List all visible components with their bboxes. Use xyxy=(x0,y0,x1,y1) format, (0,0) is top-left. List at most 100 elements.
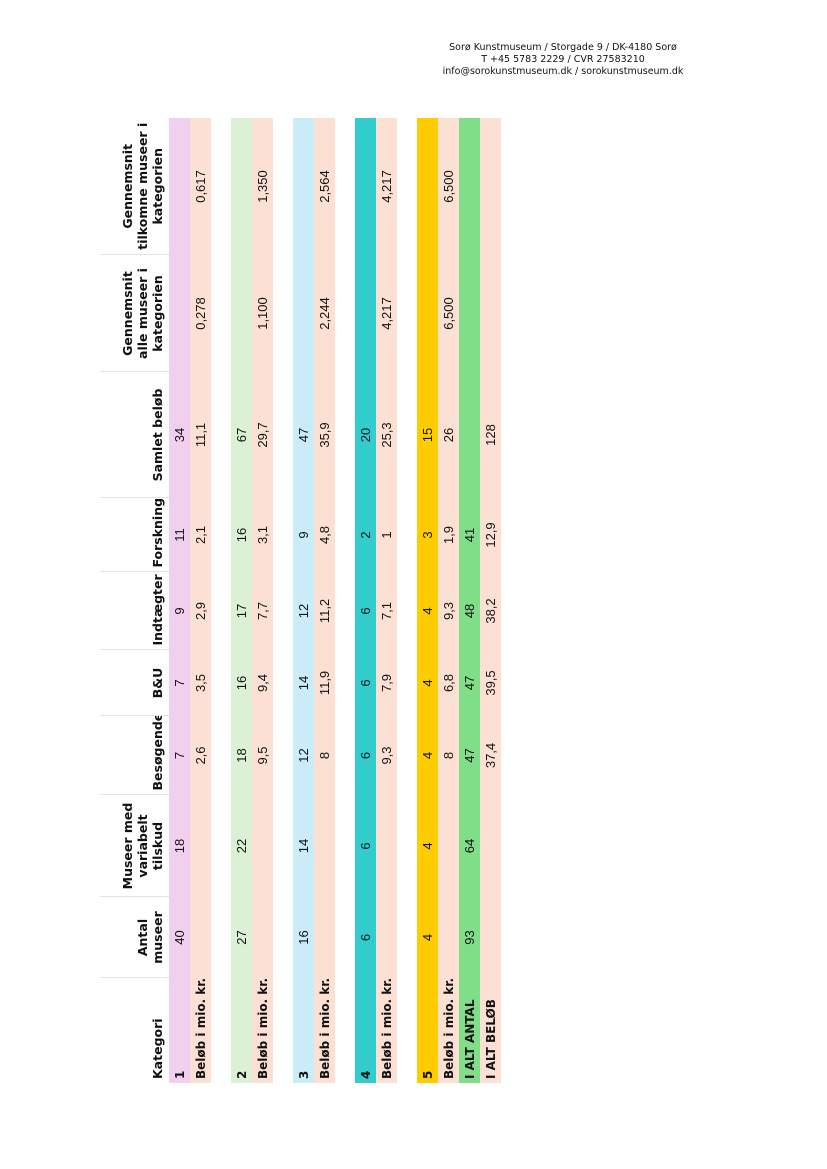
spacer-cell xyxy=(211,255,231,372)
table-cell: 12 xyxy=(293,716,314,795)
spacer-cell xyxy=(211,498,231,572)
table-cell: 3 xyxy=(417,498,438,572)
table-row: 4 6 6 6 6 6 2 20 xyxy=(355,118,376,1083)
table-cell: 93 xyxy=(459,897,480,978)
table-cell: Beløb i mio. kr. xyxy=(314,978,335,1083)
table-cell: 0,617 xyxy=(190,118,211,255)
empty-cell xyxy=(231,118,252,255)
spacer-cell xyxy=(397,572,417,650)
table-cell: 2,6 xyxy=(190,716,211,795)
table-cell: 12 xyxy=(293,572,314,650)
header-row: Kategori Antal museer Museer med variabelt… xyxy=(100,118,169,1083)
table-cell: 9,4 xyxy=(252,650,273,716)
table-cell: 20 xyxy=(355,372,376,498)
table-cell: 4,217 xyxy=(376,255,397,372)
table-cell: 2 xyxy=(355,498,376,572)
spacer-cell xyxy=(335,372,355,498)
table-cell: 0,278 xyxy=(190,255,211,372)
spacer-cell xyxy=(273,255,293,372)
table-cell: 7,7 xyxy=(252,572,273,650)
spacer-cell xyxy=(397,795,417,897)
table-cell: 1 xyxy=(376,498,397,572)
spacer-cell xyxy=(335,795,355,897)
table-cell: 7 xyxy=(169,650,190,716)
spacer-cell xyxy=(397,978,417,1083)
table-cell: 6 xyxy=(355,716,376,795)
spacer-cell xyxy=(335,255,355,372)
table-cell: 6 xyxy=(355,897,376,978)
spacer-row xyxy=(397,118,417,1083)
address-block: Sorø Kunstmuseum / Storgade 9 / DK-4180 … xyxy=(420,42,706,78)
spacer-cell xyxy=(397,372,417,498)
spacer-cell xyxy=(211,716,231,795)
empty-cell xyxy=(438,897,459,978)
table-cell: 9 xyxy=(293,498,314,572)
table-cell: 4 xyxy=(417,897,438,978)
table-cell: 25,3 xyxy=(376,372,397,498)
table-cell: 4,8 xyxy=(314,498,335,572)
address-line: T +45 5783 2229 / CVR 27583210 xyxy=(481,54,645,65)
table-cell: 15 xyxy=(417,372,438,498)
table-cell: 40 xyxy=(169,897,190,978)
table-cell: 4 xyxy=(417,795,438,897)
table-row: Beløb i mio. kr. 8 11,9 11,2 4,8 35,9 2,244 2,5… xyxy=(314,118,335,1083)
empty-cell xyxy=(459,372,480,498)
table-cell: 6,8 xyxy=(438,650,459,716)
spacer-cell xyxy=(397,118,417,255)
empty-cell xyxy=(355,255,376,372)
spacer-cell xyxy=(335,978,355,1083)
spacer-row xyxy=(211,118,231,1083)
table-cell: 2 xyxy=(231,978,252,1083)
table-cell: 128 xyxy=(480,372,501,498)
table-cell: 7,1 xyxy=(376,572,397,650)
column-header: Samlet beløb xyxy=(100,372,169,498)
spacer-cell xyxy=(335,572,355,650)
table-row: 2 27 22 18 16 17 16 67 xyxy=(231,118,252,1083)
empty-cell xyxy=(417,118,438,255)
table-cell: 64 xyxy=(459,795,480,897)
table-cell: 4 xyxy=(417,650,438,716)
spacer-cell xyxy=(211,897,231,978)
table-cell: 9,3 xyxy=(376,716,397,795)
table-cell: 16 xyxy=(231,650,252,716)
address-line: Sorø Kunstmuseum / Storgade 9 / DK-4180 … xyxy=(449,42,677,53)
empty-cell xyxy=(438,795,459,897)
table-cell: 9,5 xyxy=(252,716,273,795)
table-cell: Beløb i mio. kr. xyxy=(438,978,459,1083)
table-cell: 11,9 xyxy=(314,650,335,716)
table-cell: 38,2 xyxy=(480,572,501,650)
table-row: 3 16 14 12 14 12 9 47 xyxy=(293,118,314,1083)
table-row: 1 40 18 7 7 9 11 34 xyxy=(169,118,190,1083)
table-cell: I ALT ANTAL xyxy=(459,978,480,1083)
spacer-cell xyxy=(397,716,417,795)
table-cell: 2,9 xyxy=(190,572,211,650)
column-header: Besøgende xyxy=(100,716,169,795)
table-cell: 5 xyxy=(417,978,438,1083)
empty-cell xyxy=(480,118,501,255)
spacer-cell xyxy=(397,498,417,572)
table-cell: 1,350 xyxy=(252,118,273,255)
table-cell: 8 xyxy=(438,716,459,795)
spacer-cell xyxy=(335,897,355,978)
table-cell: 14 xyxy=(293,795,314,897)
empty-cell xyxy=(169,118,190,255)
spacer-cell xyxy=(211,650,231,716)
table-cell: 47 xyxy=(459,650,480,716)
table-cell: 47 xyxy=(459,716,480,795)
empty-cell xyxy=(252,795,273,897)
table-cell: 48 xyxy=(459,572,480,650)
table-cell: 14 xyxy=(293,650,314,716)
table-cell: 12,9 xyxy=(480,498,501,572)
table-cell: 1,100 xyxy=(252,255,273,372)
empty-cell xyxy=(293,118,314,255)
empty-cell xyxy=(314,897,335,978)
column-header: Kategori xyxy=(150,1018,165,1079)
table-row: 5 4 4 4 4 4 3 15 xyxy=(417,118,438,1083)
spacer-cell xyxy=(211,978,231,1083)
table-cell: 6 xyxy=(355,572,376,650)
empty-cell xyxy=(190,795,211,897)
table-cell: 4 xyxy=(417,572,438,650)
empty-cell xyxy=(293,255,314,372)
empty-cell xyxy=(355,118,376,255)
